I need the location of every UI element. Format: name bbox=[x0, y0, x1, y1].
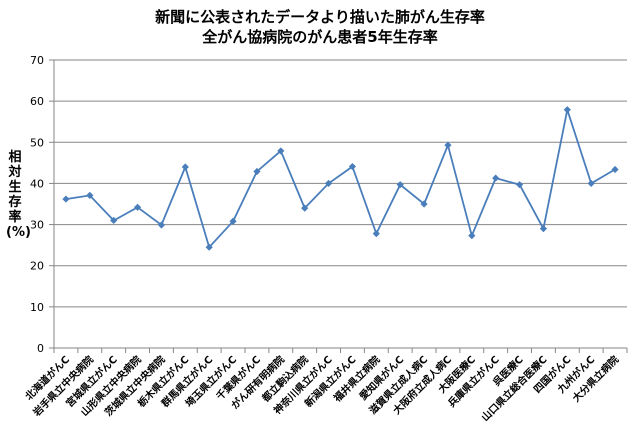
y-tick-label: 70 bbox=[30, 54, 44, 67]
axes bbox=[53, 60, 628, 353]
y-tick-label: 20 bbox=[30, 260, 44, 273]
data-point bbox=[539, 225, 548, 233]
data-point bbox=[229, 217, 237, 225]
data-point bbox=[444, 141, 452, 149]
data-point bbox=[277, 147, 285, 155]
data-point bbox=[515, 181, 524, 189]
y-tick-label: 40 bbox=[30, 177, 44, 190]
data-point bbox=[86, 191, 94, 199]
series-line bbox=[65, 106, 616, 249]
y-tick-labels: 0 10 20 30 40 50 60 70 bbox=[30, 54, 44, 355]
data-point bbox=[396, 181, 404, 189]
data-point bbox=[205, 243, 213, 251]
y-tick-label: 30 bbox=[30, 219, 44, 232]
data-point bbox=[563, 106, 571, 114]
data-point bbox=[420, 200, 428, 208]
y-tick-label: 60 bbox=[30, 95, 44, 108]
y-tick-label: 0 bbox=[37, 342, 44, 355]
data-point bbox=[611, 165, 619, 174]
data-point bbox=[348, 162, 357, 171]
data-point bbox=[468, 232, 476, 240]
data-point bbox=[181, 163, 189, 171]
data-point bbox=[110, 216, 118, 225]
data-point bbox=[324, 179, 333, 188]
grid-lines bbox=[49, 59, 627, 349]
chart-subtitle: 全がん協病院のがん患者5年生存率 bbox=[202, 28, 438, 46]
data-point bbox=[133, 203, 142, 211]
data-point bbox=[62, 195, 70, 203]
data-point bbox=[372, 230, 380, 238]
y-tick-label: 50 bbox=[30, 136, 44, 149]
data-point bbox=[301, 204, 309, 212]
y-tick-label: 10 bbox=[30, 301, 44, 314]
data-point bbox=[253, 167, 261, 176]
chart-title: 新聞に公表されたデータより描いた肺がん生存率 bbox=[155, 8, 485, 26]
data-point bbox=[157, 221, 166, 229]
data-point bbox=[587, 179, 595, 188]
x-tick-labels: 北海道がんC岩手県立中央病院宮城県立がんC山形県立中央病院茨城県立中央病院栃木県… bbox=[22, 353, 621, 422]
data-point bbox=[492, 174, 500, 182]
series-rate bbox=[62, 106, 619, 251]
